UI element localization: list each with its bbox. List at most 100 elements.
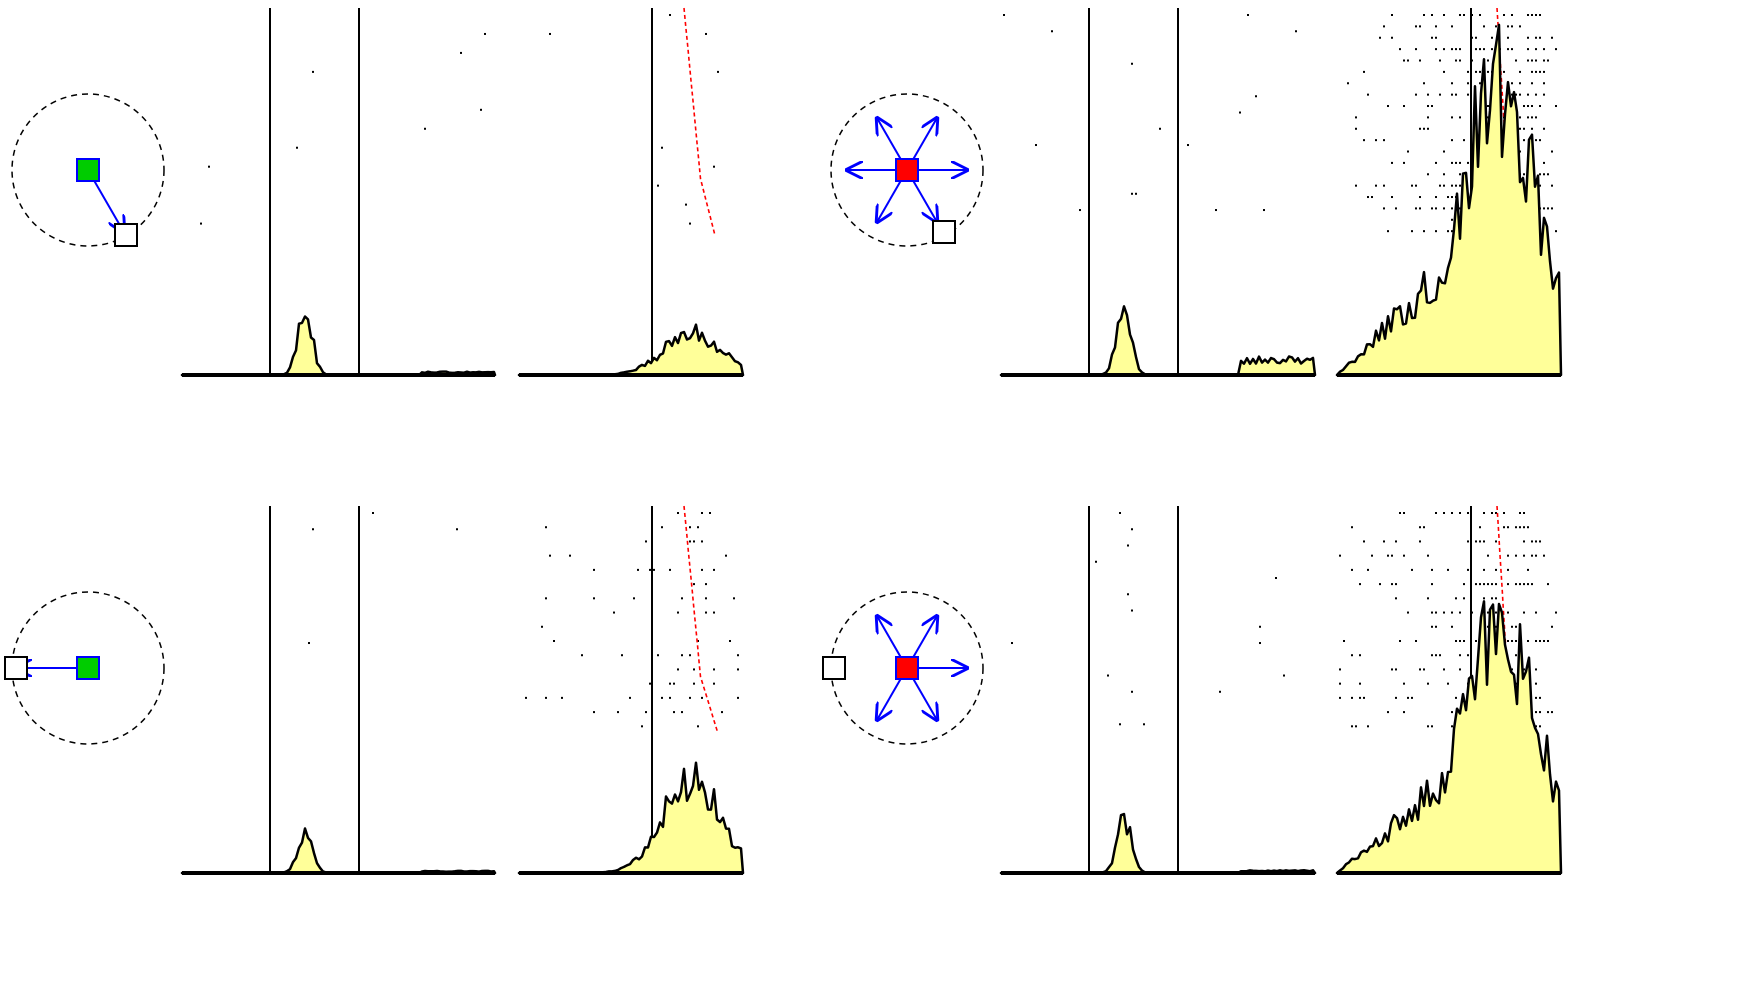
spike-tick <box>1351 654 1353 657</box>
spike-tick <box>525 696 527 699</box>
spike-tick <box>1443 48 1445 51</box>
dashed-target-circle <box>11 93 165 247</box>
spike-tick <box>1419 526 1421 529</box>
spike-tick <box>1547 207 1549 210</box>
spike-tick <box>1451 184 1453 187</box>
spike-tick <box>1427 93 1429 96</box>
spike-tick <box>1487 554 1489 557</box>
spike-tick <box>1543 554 1545 557</box>
spike-tick <box>1411 184 1413 187</box>
spike-tick <box>1551 711 1553 714</box>
spike-tick <box>693 668 695 671</box>
spike-tick <box>1555 611 1557 614</box>
schematic-row-top-1 <box>11 93 165 247</box>
spike-tick <box>1431 207 1433 210</box>
spike-tick <box>1471 59 1473 62</box>
spike-tick <box>1439 59 1441 62</box>
spike-tick <box>1443 150 1445 153</box>
spike-tick <box>1463 14 1465 16</box>
spike-tick <box>1555 230 1557 233</box>
spike-tick <box>1507 25 1509 28</box>
spike-tick <box>1555 105 1557 108</box>
spike-tick <box>1483 597 1485 600</box>
spike-tick <box>1415 207 1417 210</box>
spike-tick <box>701 512 703 514</box>
spike-tick <box>729 639 731 642</box>
spike-tick <box>1535 36 1537 39</box>
spike-tick <box>1543 48 1545 51</box>
spike-tick <box>697 725 699 728</box>
spike-tick <box>1387 230 1389 233</box>
spike-tick <box>1475 583 1477 586</box>
spike-tick <box>1531 116 1533 119</box>
spike-tick <box>1427 725 1429 728</box>
spike-tick <box>1431 725 1433 728</box>
spike-tick <box>1391 196 1393 199</box>
spike-tick <box>1383 540 1385 543</box>
spike-tick <box>1535 639 1537 642</box>
spike-tick <box>1339 554 1341 557</box>
spike-tick <box>1415 93 1417 96</box>
spike-tick <box>1487 70 1489 73</box>
spike-tick <box>553 639 555 642</box>
spike-tick <box>1507 36 1509 39</box>
spike-tick <box>725 554 727 557</box>
spike-tick <box>1535 611 1537 614</box>
spike-tick <box>681 654 683 657</box>
spike-tick <box>713 611 715 614</box>
spike-tick <box>1351 725 1353 728</box>
spike-tick <box>1107 674 1109 677</box>
spike-tick <box>673 682 675 685</box>
spike-tick <box>1539 639 1541 642</box>
spike-tick <box>1431 625 1433 628</box>
spike-tick <box>1471 36 1473 39</box>
spike-tick <box>1051 30 1053 33</box>
spike-tick <box>1415 25 1417 28</box>
spike-tick <box>1395 668 1397 671</box>
spike-tick <box>1543 173 1545 176</box>
panel-p-top-4 <box>1335 7 1563 377</box>
spike-tick <box>1455 59 1457 62</box>
spike-tick <box>1467 654 1469 657</box>
spike-tick <box>1407 696 1409 699</box>
spike-tick <box>1443 668 1445 671</box>
spike-tick <box>1435 611 1437 614</box>
spike-tick <box>1359 696 1361 699</box>
spike-tick <box>1531 583 1533 586</box>
spike-tick <box>312 528 314 531</box>
spike-tick <box>697 639 699 642</box>
spike-tick <box>1495 25 1497 28</box>
spike-tick <box>1415 184 1417 187</box>
spike-tick <box>1539 540 1541 543</box>
spike-tick <box>1419 196 1421 199</box>
spike-tick <box>1435 654 1437 657</box>
spike-tick <box>1467 161 1469 164</box>
spike-tick <box>1239 111 1241 114</box>
spike-tick <box>713 668 715 671</box>
spike-tick <box>1487 105 1489 108</box>
spike-tick <box>1131 528 1133 531</box>
spike-tick <box>1011 642 1013 645</box>
cue-square <box>932 220 956 244</box>
spike-tick <box>1383 25 1385 28</box>
spike-tick <box>1451 711 1453 714</box>
spike-tick <box>681 597 683 600</box>
spike-tick <box>1523 512 1525 514</box>
spike-tick <box>1419 540 1421 543</box>
spike-tick <box>1407 59 1409 62</box>
spike-tick <box>1451 625 1453 628</box>
spike-tick <box>653 568 655 571</box>
spike-tick <box>1423 14 1425 16</box>
spike-tick <box>545 526 547 529</box>
spike-tick <box>1495 540 1497 543</box>
spike-tick <box>1431 611 1433 614</box>
spike-tick <box>1531 554 1533 557</box>
spike-tick <box>733 597 735 600</box>
spike-tick <box>1475 48 1477 51</box>
spike-tick <box>1495 611 1497 614</box>
spike-tick <box>1283 674 1285 677</box>
schematic-row-bottom-2 <box>822 591 984 745</box>
spike-tick <box>1451 25 1453 28</box>
spike-tick <box>1495 583 1497 586</box>
spike-tick <box>1395 207 1397 210</box>
